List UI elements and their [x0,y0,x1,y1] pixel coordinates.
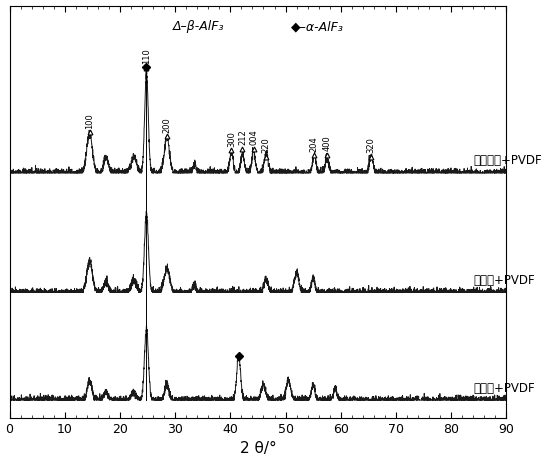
Text: 110: 110 [142,49,151,64]
Text: 草酸铝+PVDF: 草酸铝+PVDF [473,274,535,286]
Text: 400: 400 [322,135,331,151]
Text: Δ–β-AlF₃: Δ–β-AlF₃ [173,20,224,33]
Text: 204: 204 [310,136,319,152]
Text: 220: 220 [262,137,270,153]
X-axis label: 2 θ/°: 2 θ/° [240,442,277,456]
Text: 鄙酸铝+PVDF: 鄙酸铝+PVDF [473,383,535,395]
Text: 300: 300 [227,131,236,147]
Text: 100: 100 [85,113,94,129]
Text: 004: 004 [249,129,258,145]
Text: ◆–α-AlF₃: ◆–α-AlF₃ [291,20,344,33]
Text: 320: 320 [367,137,375,153]
Text: 氪氧化铝+PVDF: 氪氧化铝+PVDF [473,154,542,167]
Text: 212: 212 [238,130,247,146]
Text: 200: 200 [162,117,171,133]
